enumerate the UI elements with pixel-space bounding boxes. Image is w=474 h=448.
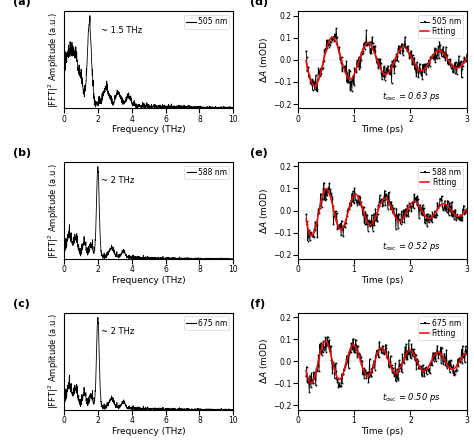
X-axis label: Time (ps): Time (ps) [361, 276, 403, 285]
Legend: 505 nm, Fitting: 505 nm, Fitting [418, 15, 463, 39]
X-axis label: Frequency (THz): Frequency (THz) [112, 125, 185, 134]
Text: ~ 1.5 THz: ~ 1.5 THz [101, 26, 142, 34]
Legend: 675 nm, Fitting: 675 nm, Fitting [418, 316, 463, 340]
Text: (f): (f) [250, 299, 265, 309]
Y-axis label: $|\mathregular{FFT}|^2$ Amplitude (a.u.): $|\mathregular{FFT}|^2$ Amplitude (a.u.) [47, 12, 61, 108]
Text: ~ 2 THz: ~ 2 THz [101, 327, 135, 336]
Legend: 505 nm: 505 nm [184, 15, 229, 29]
X-axis label: Frequency (THz): Frequency (THz) [112, 426, 185, 435]
Y-axis label: $\Delta A$ (mOD): $\Delta A$ (mOD) [258, 187, 270, 234]
X-axis label: Frequency (THz): Frequency (THz) [112, 276, 185, 285]
X-axis label: Time (ps): Time (ps) [361, 125, 403, 134]
Text: ~ 2 THz: ~ 2 THz [101, 177, 135, 185]
Text: $t_\mathrm{osc}$ = 0.52 ps: $t_\mathrm{osc}$ = 0.52 ps [382, 241, 441, 254]
Legend: 675 nm: 675 nm [184, 316, 229, 330]
Text: $t_\mathrm{osc}$ = 0.50 ps: $t_\mathrm{osc}$ = 0.50 ps [382, 391, 441, 404]
Legend: 588 nm: 588 nm [184, 166, 229, 179]
Y-axis label: $|\mathregular{FFT}|^2$ Amplitude (a.u.): $|\mathregular{FFT}|^2$ Amplitude (a.u.) [47, 163, 61, 258]
Text: (d): (d) [250, 0, 268, 7]
Legend: 588 nm, Fitting: 588 nm, Fitting [418, 166, 463, 189]
Y-axis label: $\Delta A$ (mOD): $\Delta A$ (mOD) [258, 37, 270, 83]
Text: (b): (b) [13, 148, 31, 158]
Text: (a): (a) [13, 0, 31, 7]
Text: $t_\mathrm{osc}$ = 0.63 ps: $t_\mathrm{osc}$ = 0.63 ps [382, 90, 441, 103]
Y-axis label: $\Delta A$ (mOD): $\Delta A$ (mOD) [258, 338, 270, 384]
Text: (e): (e) [250, 148, 268, 158]
Y-axis label: $|\mathregular{FFT}|^2$ Amplitude (a.u.): $|\mathregular{FFT}|^2$ Amplitude (a.u.) [47, 313, 61, 409]
Text: (c): (c) [13, 299, 30, 309]
X-axis label: Time (ps): Time (ps) [361, 426, 403, 435]
